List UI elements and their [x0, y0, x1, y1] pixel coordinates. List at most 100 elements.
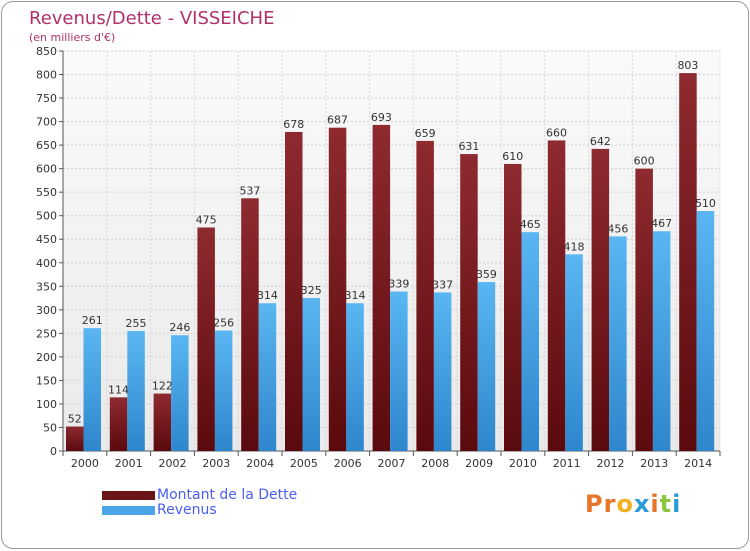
revenue-bar [83, 328, 101, 451]
debt-bar [416, 140, 434, 451]
logo-letter: P [585, 490, 604, 518]
x-tick-label: 2003 [202, 457, 230, 470]
revenue-bar [214, 330, 233, 451]
debt-value-label: 610 [502, 150, 523, 163]
revenue-bar [433, 292, 452, 451]
debt-value-label: 803 [677, 59, 698, 72]
y-tick-label: 200 [36, 351, 57, 364]
revenue-value-label: 465 [520, 218, 541, 231]
revenue-bar [696, 211, 715, 451]
revenue-value-label: 510 [695, 197, 716, 210]
x-tick-label: 2006 [334, 457, 362, 470]
revenue-bar [346, 303, 364, 451]
debt-bar [460, 154, 478, 451]
debt-bar [679, 73, 697, 451]
x-tick-label: 2007 [378, 457, 406, 470]
debt-bar [328, 127, 347, 452]
y-tick-label: 100 [36, 398, 57, 411]
revenue-bar [171, 335, 189, 451]
y-tick-label: 400 [36, 257, 57, 270]
debt-value-label: 687 [327, 114, 348, 127]
revenue-value-label: 337 [432, 278, 453, 291]
debt-value-label: 475 [196, 213, 217, 226]
y-tick-label: 50 [43, 421, 57, 434]
revenue-value-label: 339 [388, 277, 409, 290]
y-tick-label: 800 [36, 69, 57, 82]
debt-value-label: 52 [68, 413, 82, 426]
x-tick-label: 2009 [465, 457, 493, 470]
debt-value-label: 114 [108, 383, 129, 396]
debt-bar [635, 168, 653, 451]
revenue-value-label: 359 [476, 268, 497, 281]
revenue-bar [652, 231, 671, 451]
y-tick-label: 250 [36, 327, 57, 340]
y-tick-label: 350 [36, 280, 57, 293]
y-tick-label: 700 [36, 116, 57, 129]
debt-value-label: 642 [590, 135, 611, 148]
logo-letter: x [633, 490, 651, 518]
logo-letter: r [603, 490, 617, 518]
debt-value-label: 537 [239, 184, 260, 197]
revenue-value-label: 456 [607, 222, 628, 235]
legend-label-revenue: Revenus [157, 502, 217, 518]
revenue-value-label: 314 [257, 289, 278, 302]
debt-bar [285, 131, 303, 452]
logo-letter: i [650, 490, 660, 518]
x-tick-label: 2004 [246, 457, 274, 470]
debt-value-label: 631 [458, 140, 479, 153]
y-tick-label: 550 [36, 186, 57, 199]
revenue-value-label: 325 [301, 284, 322, 297]
revenue-value-label: 255 [126, 317, 147, 330]
y-tick-label: 600 [36, 163, 57, 176]
x-tick-label: 2008 [421, 457, 449, 470]
revenue-bar [302, 298, 320, 451]
y-tick-label: 150 [36, 374, 57, 387]
legend-label-debt: Montant de la Dette [157, 487, 298, 503]
debt-bar [241, 198, 259, 451]
logo-letter: o [616, 490, 634, 518]
y-tick-label: 850 [36, 45, 57, 58]
legend-swatch-debt [102, 491, 155, 500]
x-tick-label: 2014 [684, 457, 712, 470]
y-tick-label: 500 [36, 210, 57, 223]
debt-bar [66, 426, 84, 451]
chart-subtitle: (en milliers d'€) [29, 31, 116, 44]
debt-bar [372, 124, 391, 451]
debt-value-label: 678 [283, 118, 304, 131]
debt-value-label: 693 [371, 111, 392, 124]
x-tick-label: 2000 [71, 457, 99, 470]
debt-value-label: 122 [152, 380, 173, 393]
debt-bar [197, 227, 215, 451]
revenue-value-label: 246 [169, 321, 190, 334]
revenue-bar [390, 291, 408, 451]
revenue-bar [609, 236, 627, 451]
x-tick-label: 2010 [509, 457, 537, 470]
revenue-value-label: 256 [213, 317, 234, 330]
y-tick-label: 300 [36, 304, 57, 317]
x-tick-label: 2011 [553, 457, 581, 470]
revenue-value-label: 314 [345, 289, 366, 302]
logo-letter: i [672, 490, 682, 518]
revenue-bar [477, 282, 496, 451]
y-tick-label: 750 [36, 92, 57, 105]
debt-bar [504, 163, 522, 452]
chart-title: Revenus/Dette - VISSEICHE [29, 8, 275, 29]
revenue-value-label: 467 [651, 217, 672, 230]
debt-bar [591, 148, 610, 451]
x-tick-label: 2001 [115, 457, 143, 470]
x-tick-label: 2012 [597, 457, 625, 470]
debt-bar [153, 393, 172, 451]
revenue-value-label: 261 [82, 314, 103, 327]
debt-value-label: 659 [415, 127, 436, 140]
revenue-bar [521, 232, 539, 451]
logo-letter: t [659, 490, 673, 518]
legend-swatch-revenue [102, 506, 155, 515]
revenue-bar [258, 303, 277, 451]
x-tick-label: 2013 [640, 457, 668, 470]
revenue-bar [565, 254, 583, 451]
x-tick-label: 2005 [290, 457, 318, 470]
debt-bar [547, 140, 566, 452]
revenue-bar [127, 331, 145, 451]
